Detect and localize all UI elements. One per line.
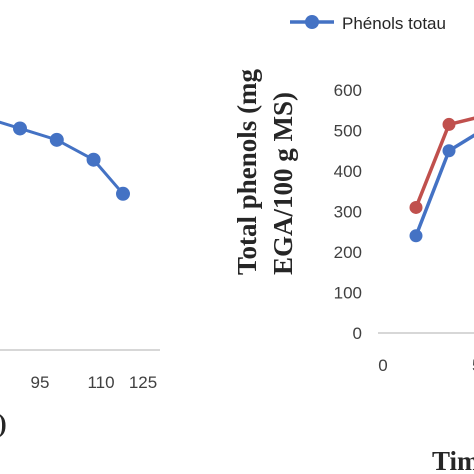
right-y-tick-label: 0 <box>353 324 362 343</box>
right-y-axis-title: Total phenols (mg EGA/100 g MS) <box>232 68 298 275</box>
left-x-tick-label: 110 <box>87 373 114 392</box>
right-line-chart: 0 100 200 300 400 500 600 0 5 Total phenols (mgEG… <box>232 14 474 474</box>
right-y-tick-label: 100 <box>334 284 362 303</box>
left-series-marker <box>49 132 64 147</box>
y-axis-title-line-1: Total phenols (mg <box>232 68 262 275</box>
left-line-chart: 95 110 125) <box>0 120 160 438</box>
left-series-marker <box>13 121 27 136</box>
right-series-line <box>414 116 474 209</box>
right-y-tick-label: 600 <box>334 81 362 100</box>
left-series-marker <box>86 152 101 167</box>
right-series-marker <box>409 229 423 243</box>
right-x-axis-title-fragment: Tim <box>432 446 474 474</box>
left-x-tick-label: 125 <box>129 373 157 392</box>
right-y-tick-label: 400 <box>334 162 362 181</box>
right-y-tick-label: 200 <box>334 243 362 262</box>
right-x-tick-label: 5 <box>472 356 474 375</box>
legend-label: Phénols totau <box>342 14 446 33</box>
right-y-tick-label: 300 <box>334 203 362 222</box>
legend-marker <box>305 15 319 29</box>
left-x-axis-label-fragment: ) <box>0 409 7 438</box>
right-y-tick-label: 500 <box>334 122 362 141</box>
right-x-tick-label: 0 <box>378 356 387 375</box>
right-series-marker <box>409 200 423 214</box>
left-series-marker <box>116 186 130 201</box>
y-axis-title-line-2: EGA/100 g MS) <box>268 92 298 275</box>
right-series-marker <box>442 144 456 158</box>
right-series-marker <box>442 117 456 131</box>
right-series-line <box>414 133 474 237</box>
left-x-tick-label: 95 <box>31 373 50 392</box>
